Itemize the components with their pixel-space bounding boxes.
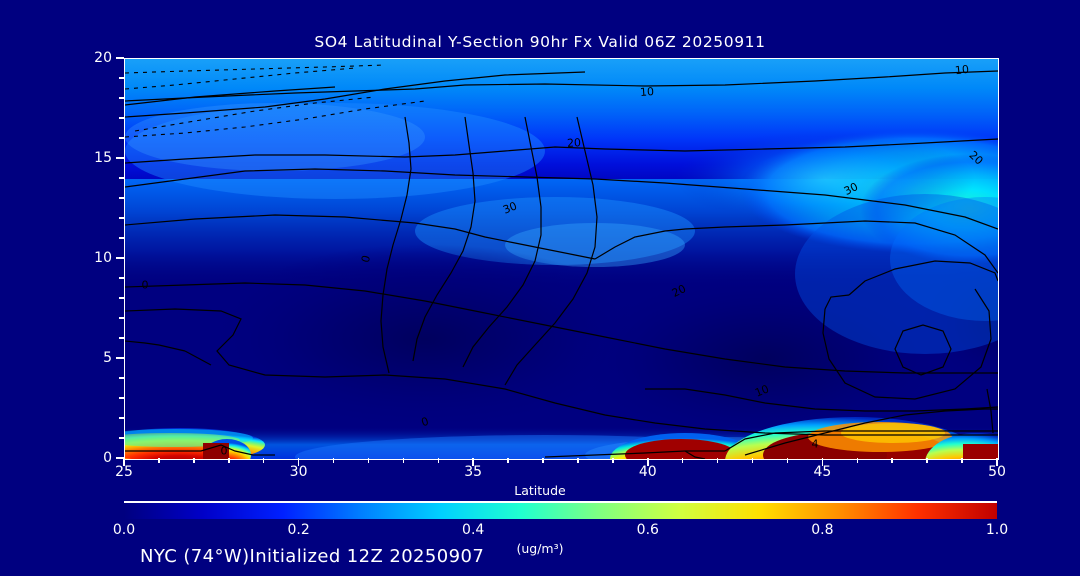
x-tick — [786, 458, 789, 463]
y-tick — [116, 157, 124, 159]
y-tick — [119, 337, 124, 339]
field-svg — [125, 59, 998, 459]
x-tick — [996, 458, 998, 466]
y-tick — [119, 217, 124, 219]
x-tick — [123, 458, 125, 466]
y-tick — [119, 277, 124, 279]
colorbar-tick-label: 0.0 — [112, 522, 136, 538]
x-tick — [472, 458, 474, 466]
x-tick — [367, 458, 370, 463]
y-tick — [116, 457, 124, 459]
contour-field — [125, 59, 998, 459]
x-tick — [647, 458, 649, 466]
x-tick — [437, 458, 440, 463]
x-tick — [612, 458, 614, 463]
x-tick-label: 30 — [289, 464, 308, 480]
x-tick-label: 25 — [115, 464, 133, 480]
y-tick — [119, 317, 124, 319]
y-tick — [119, 437, 124, 439]
y-tick-label: 15 — [94, 150, 112, 166]
contour-label: 10 — [639, 85, 655, 99]
y-tick — [119, 177, 124, 179]
y-tick — [119, 397, 124, 399]
x-axis-label: Latitude — [514, 483, 566, 498]
colorbar-topline — [124, 501, 997, 504]
y-tick-label: 20 — [94, 50, 112, 66]
contour-label: 20 — [566, 136, 582, 150]
y-tick — [116, 57, 124, 59]
x-tick — [856, 458, 859, 463]
x-tick — [577, 458, 579, 463]
x-tick — [332, 458, 335, 463]
y-tick — [116, 357, 124, 359]
x-tick — [961, 458, 963, 463]
x-tick — [297, 458, 300, 466]
figure-footer: NYC (74°W)Initialized 12Z 20250907 — [140, 546, 485, 567]
plot-area — [124, 58, 999, 460]
x-tick-label: 35 — [464, 464, 483, 480]
colorbar-tick-label: 1.0 — [985, 522, 1009, 538]
x-tick — [751, 458, 754, 463]
x-tick — [262, 458, 265, 463]
x-tick-label: 40 — [638, 464, 657, 480]
y-tick — [116, 257, 124, 259]
y-tick — [119, 237, 124, 239]
x-tick — [158, 458, 160, 463]
contour-label: 0 — [141, 278, 149, 292]
y-tick — [119, 137, 124, 139]
contour-label: 4 — [811, 437, 819, 451]
y-tick-label: 5 — [103, 350, 112, 366]
x-tick — [681, 458, 684, 463]
x-tick — [228, 458, 230, 463]
x-tick — [507, 458, 509, 463]
x-tick-label: 45 — [813, 464, 832, 480]
x-tick — [821, 458, 824, 466]
y-tick — [119, 77, 124, 79]
y-tick — [119, 297, 124, 299]
colorbar-unit-label: (ug/m³) — [516, 541, 564, 556]
colorbar-tick-label: 0.6 — [636, 522, 659, 538]
x-tick — [193, 458, 195, 463]
colorbar — [124, 503, 997, 519]
colorbar-tick-label: 0.8 — [811, 522, 834, 538]
x-tick — [542, 458, 544, 463]
y-tick — [119, 197, 124, 199]
chart-title: SO4 Latitudinal Y-Section 90hr Fx Valid … — [314, 33, 766, 51]
y-tick — [119, 417, 124, 419]
y-tick-label: 0 — [103, 450, 112, 466]
y-tick-label: 10 — [94, 250, 112, 266]
y-tick — [119, 97, 124, 99]
x-tick — [891, 458, 893, 463]
contour-label: 10 — [954, 62, 970, 78]
colorbar-tick-label: 0.4 — [462, 522, 485, 538]
x-tick — [716, 458, 719, 463]
y-tick — [119, 377, 124, 379]
contour-label: 0 — [220, 444, 228, 458]
x-tick — [402, 458, 405, 463]
x-tick-label: 50 — [988, 464, 1006, 480]
colorbar-tick-label: 0.2 — [287, 522, 310, 538]
y-tick — [119, 117, 124, 119]
x-tick — [926, 458, 928, 463]
